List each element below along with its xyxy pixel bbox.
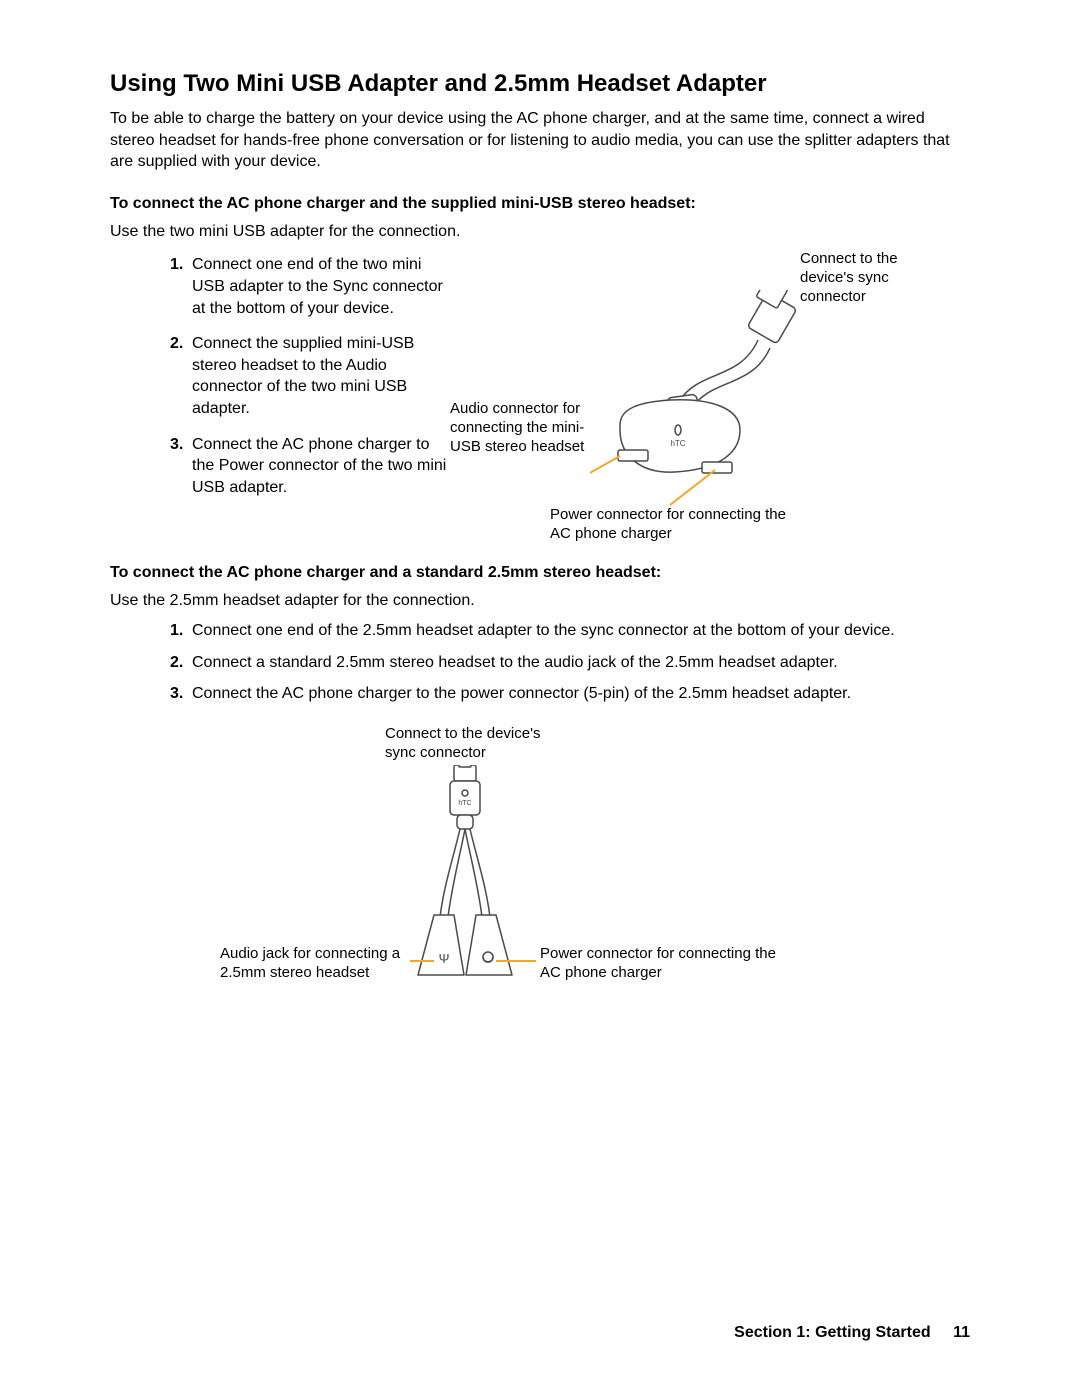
list-item: Connect the supplied mini-USB stereo hea…	[170, 333, 450, 419]
section1-steps: Connect one end of the two mini USB adap…	[170, 254, 450, 498]
section2-heading: To connect the AC phone charger and a st…	[110, 564, 970, 582]
svg-text:Ψ: Ψ	[439, 951, 450, 966]
section2-steps: Connect one end of the 2.5mm headset ada…	[170, 620, 970, 705]
svg-text:hTC: hTC	[670, 439, 685, 448]
diagram-miniusb: Connect to the device's sync connector A…	[450, 250, 970, 550]
adapter-miniusb-icon: hTC	[590, 290, 840, 530]
section-miniusb: To connect the AC phone charger and the …	[110, 195, 970, 551]
footer-page-number: 11	[953, 1324, 970, 1341]
list-item: Connect one end of the two mini USB adap…	[170, 254, 450, 319]
diagram2-audio-label: Audio jack for connecting a 2.5mm stereo…	[220, 945, 410, 983]
section1-lead: Use the two mini USB adapter for the con…	[110, 221, 970, 243]
page-title: Using Two Mini USB Adapter and 2.5mm Hea…	[110, 70, 970, 98]
adapter-25mm-icon: hTC Ψ	[410, 765, 630, 995]
list-item: Connect a standard 2.5mm stereo headset …	[170, 652, 970, 674]
list-item: Connect the AC phone charger to the Powe…	[170, 434, 450, 499]
diagram1-audio-label: Audio connector for connecting the mini-…	[450, 400, 590, 456]
section1-heading: To connect the AC phone charger and the …	[110, 195, 970, 213]
section-25mm: To connect the AC phone charger and a st…	[110, 564, 970, 1004]
diagram2-sync-label: Connect to the device's sync connector	[385, 725, 565, 763]
footer-section-label: Section 1: Getting Started	[734, 1324, 930, 1341]
list-item: Connect the AC phone charger to the powe…	[170, 683, 970, 705]
list-item: Connect one end of the 2.5mm headset ada…	[170, 620, 970, 642]
diagram-25mm: Connect to the device's sync connector A…	[110, 725, 970, 1005]
svg-text:hTC: hTC	[458, 800, 471, 807]
intro-paragraph: To be able to charge the battery on your…	[110, 108, 970, 173]
section2-lead: Use the 2.5mm headset adapter for the co…	[110, 590, 970, 612]
page-footer: Section 1: Getting Started 11	[734, 1324, 970, 1342]
